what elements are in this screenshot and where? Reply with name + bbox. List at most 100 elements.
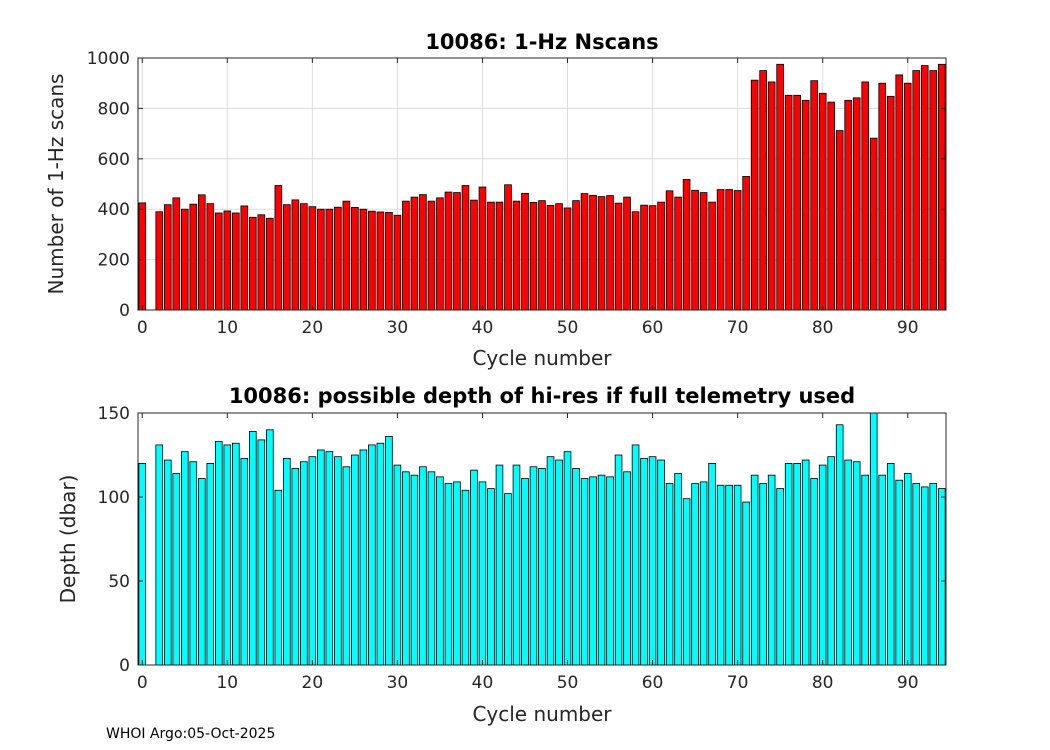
nscans-bar (614, 202, 623, 311)
nscans-bar (691, 189, 699, 311)
depth-bar (495, 464, 504, 666)
depth-bar (682, 498, 691, 666)
nscans-bar (546, 205, 555, 311)
depth-bar (197, 478, 206, 666)
depth-bar (504, 493, 512, 666)
depth-bar (325, 451, 334, 666)
nscans-bar (606, 195, 614, 311)
nscans-title: 10086: 1-Hz Nscans (425, 30, 658, 54)
depth-bar (810, 478, 818, 666)
depth-bar (206, 462, 215, 666)
depth-bar (631, 444, 640, 666)
depth-x-label: Cycle number (472, 702, 612, 726)
nscans-bar (529, 201, 538, 311)
depth-bar (444, 483, 453, 666)
nscans-bar (648, 205, 657, 311)
depth-bar (223, 444, 232, 666)
nscans-bar (580, 193, 589, 311)
depth-bar (699, 481, 708, 666)
depth-bar (180, 451, 189, 666)
depth-bar (334, 456, 342, 666)
nscans-x-tick-label: 40 (472, 318, 494, 338)
nscans-bar (206, 203, 215, 311)
nscans-bar (793, 94, 801, 311)
depth-bar (351, 454, 359, 666)
depth-axes-box (137, 412, 947, 666)
depth-bar (572, 468, 580, 666)
nscans-bar (776, 63, 784, 311)
nscans-bar (640, 204, 648, 311)
depth-bar (708, 462, 716, 666)
depth-bar (419, 466, 427, 666)
depth-bar (844, 459, 852, 666)
nscans-bar (189, 203, 198, 311)
depth-bar (163, 459, 172, 666)
depth-bar (580, 478, 589, 666)
depth-x-tick-label: 50 (557, 673, 579, 693)
depth-x-tick-label: 20 (302, 673, 324, 693)
nscans-y-ticks: 0 200 400 600 800 1000 (87, 49, 946, 321)
depth-bar (623, 471, 631, 666)
nscans-bar (861, 81, 870, 311)
nscans-x-label: Cycle number (472, 346, 612, 370)
nscans-bar (742, 176, 750, 311)
depth-bar (606, 476, 614, 666)
nscans-y-label: Number of 1-Hz scans (44, 74, 68, 295)
depth-bar (240, 457, 249, 666)
nscans-bar (138, 202, 147, 311)
nscans-bar (478, 186, 487, 311)
nscans-bar (818, 92, 827, 311)
depth-bar (274, 489, 283, 666)
nscans-x-tick-label: 80 (812, 318, 834, 338)
nscans-bar (402, 200, 410, 311)
nscans-bar (325, 208, 334, 311)
nscans-bar (163, 204, 172, 311)
nscans-bar (674, 196, 682, 311)
nscans-bar (852, 97, 861, 311)
depth-bar (784, 462, 793, 666)
nscans-bar (427, 200, 436, 311)
depth-bar (521, 478, 529, 666)
nscans-bar (708, 201, 716, 311)
depth-x-tick-label: 70 (727, 673, 749, 693)
nscans-x-tick-label: 0 (137, 318, 148, 338)
depth-bar (308, 456, 317, 666)
depth-bar (453, 481, 461, 666)
depth-bar (410, 474, 419, 666)
nscans-bar (827, 101, 835, 311)
nscans-bar (351, 207, 359, 311)
nscans-bar (359, 208, 368, 311)
depth-bar (750, 474, 759, 666)
nscans-bar (376, 211, 385, 311)
nscans-bar (878, 82, 887, 311)
depth-bar (257, 439, 266, 666)
depth-bar (172, 473, 181, 666)
depth-y-tick-label: 0 (119, 656, 130, 676)
depth-y-tick-label: 150 (98, 404, 130, 424)
nscans-y-tick-label: 400 (98, 200, 130, 220)
nscans-bar (197, 194, 206, 311)
nscans-y-tick-label: 600 (98, 150, 130, 170)
depth-y-tick-label: 50 (108, 572, 130, 592)
depth-bar (342, 466, 351, 666)
depth-bar (767, 474, 776, 666)
nscans-bar (869, 137, 878, 311)
depth-bar (138, 462, 147, 666)
depth-bar (470, 469, 478, 666)
nscans-bar (240, 205, 249, 311)
depth-bar (827, 456, 835, 666)
nscans-bar (495, 201, 504, 311)
nscans-bar (589, 194, 597, 311)
nscans-bar (342, 200, 351, 311)
nscans-bar (750, 79, 759, 311)
depth-bar (793, 462, 801, 666)
depth-bar (648, 456, 657, 666)
depth-bar (376, 442, 385, 666)
nscans-bar (555, 203, 563, 311)
nscans-bar (223, 210, 232, 311)
nscans-bar (912, 70, 921, 311)
depth-y-label: Depth (dbar) (56, 475, 80, 604)
nscans-bar (521, 192, 529, 311)
nscans-bar (410, 196, 419, 311)
